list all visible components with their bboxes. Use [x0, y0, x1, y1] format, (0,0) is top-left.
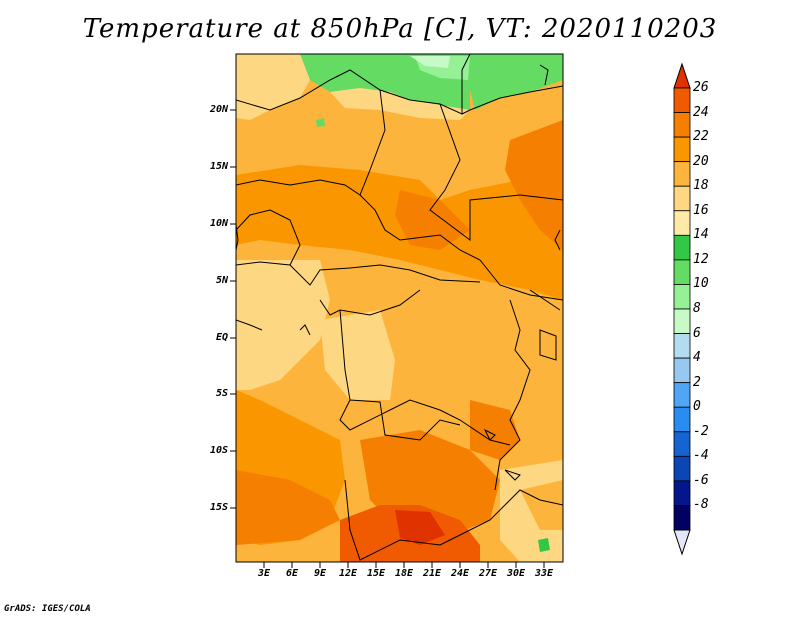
colorbar-segment [673, 234, 691, 261]
mild-strip-north [236, 54, 310, 120]
map-panel [236, 54, 563, 562]
lat-label: 10S [209, 445, 228, 456]
colorbar-segment [673, 210, 691, 236]
colorbar-segment [673, 431, 691, 457]
colorbar-label: 6 [693, 325, 701, 341]
colorbar-segment [673, 455, 691, 482]
cool-spot-southeast [538, 538, 550, 552]
colorbar-label: 10 [693, 276, 709, 292]
lon-label: 18E [394, 568, 414, 579]
colorbar-label: -6 [693, 472, 709, 488]
lon-label: 6E [285, 568, 299, 579]
map-frame [235, 53, 564, 563]
colorbar-label: 4 [693, 350, 701, 366]
colorbar-segment [673, 480, 691, 506]
colorbar-segment [673, 333, 691, 359]
colorbar-segment [673, 161, 691, 187]
colorbar-label: 22 [693, 129, 709, 145]
colorbar-cap-bottom [673, 529, 691, 556]
credit-text: GrADS: IGES/COLA [4, 604, 91, 614]
lon-label: 33E [534, 568, 554, 579]
lat-ticks [230, 109, 236, 509]
colorbar-segment [673, 185, 691, 212]
lon-label: 12E [338, 568, 358, 579]
colorbar-segment [673, 308, 691, 334]
cool-region-northeast [470, 54, 563, 110]
colorbar-label: -4 [693, 448, 709, 464]
lon-label: 30E [506, 568, 526, 579]
hottest-region-namibia [395, 510, 445, 545]
colorbar-label: 16 [693, 202, 709, 218]
cool-spot-ne [316, 118, 325, 127]
lat-label: 15N [209, 161, 228, 172]
lat-label: EQ [215, 332, 228, 343]
colorbar-segment [673, 136, 691, 163]
colorbar-segment [673, 259, 691, 285]
warm-region-congo [380, 280, 563, 430]
lat-label: 5N [215, 275, 228, 286]
country-borders [236, 54, 563, 561]
warm-region-southeast [520, 480, 563, 530]
colorbar-label: -8 [693, 497, 709, 513]
lon-label: 15E [366, 568, 386, 579]
colorbar-label: 18 [693, 178, 709, 194]
map-title: Temperature at 850hPa [C], VT: 202011020… [82, 14, 718, 44]
lat-label: 20N [209, 104, 228, 115]
lon-ticks [263, 562, 545, 568]
colorbar [673, 62, 691, 556]
mild-region-atlantic [236, 260, 330, 390]
lon-label: 3E [257, 568, 271, 579]
colorbar-segment [673, 406, 691, 433]
colorbar-label: -2 [693, 423, 709, 439]
colorbar-label: 20 [693, 153, 709, 169]
cool-region-core-2 [410, 56, 450, 68]
hot-region-sudan [505, 120, 563, 250]
colorbar-label: 2 [693, 374, 701, 390]
warm-region-central [395, 190, 470, 250]
colorbar-segment [673, 382, 691, 408]
lat-label: 5S [215, 388, 228, 399]
lon-label: 21E [422, 568, 442, 579]
mild-strip-north-2 [330, 88, 470, 120]
lat-label: 15S [209, 502, 228, 513]
mild-region-congo-west [320, 310, 395, 400]
colorbar-label: 8 [693, 301, 701, 316]
colorbar-label: 0 [693, 399, 701, 415]
lon-label: 9E [313, 568, 327, 579]
colorbar-label: 24 [693, 104, 709, 120]
lon-label: 27E [478, 568, 498, 579]
hot-region-east-africa [470, 400, 520, 460]
colorbar-segment [673, 112, 691, 138]
colorbar-label: 12 [693, 251, 709, 267]
colorbar-segment [673, 87, 691, 113]
colorbar-label: 26 [693, 80, 709, 95]
lon-label: 24E [450, 568, 470, 579]
colorbar-segment [673, 505, 691, 531]
hot-region-atlantic-south [236, 470, 340, 545]
colorbar-cap-top [673, 62, 691, 89]
colorbar-segment [673, 284, 691, 310]
colorbar-segment [673, 357, 691, 384]
lat-label: 10N [209, 218, 228, 229]
colorbar-label: 14 [693, 227, 709, 243]
warm-region-lake-chad [280, 182, 350, 215]
